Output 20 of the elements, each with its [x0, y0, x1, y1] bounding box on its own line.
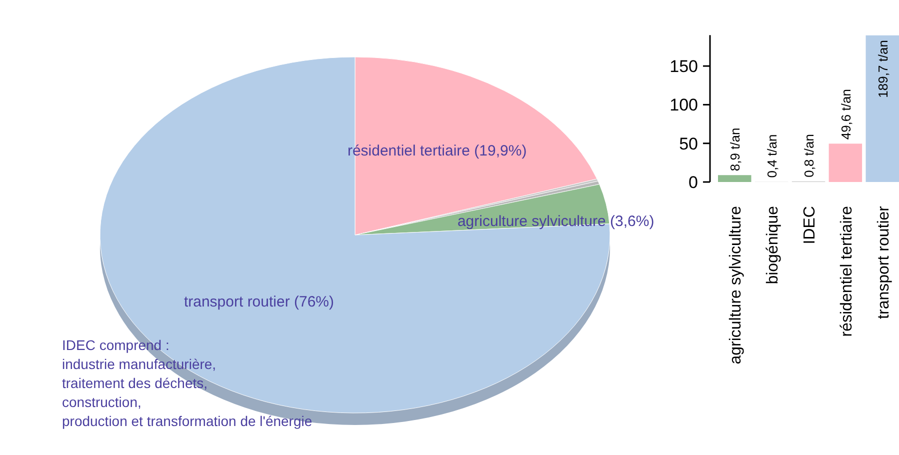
y-tick-label: 50 [679, 134, 698, 154]
y-tick-label: 0 [688, 173, 698, 192]
data-label: 189,7 t/an [875, 40, 890, 98]
x-tick-label: transport routier [875, 205, 892, 319]
x-tick-label: agriculture sylviculture [728, 206, 745, 364]
slice-label: résidentiel tertiaire (19,9%) [347, 142, 527, 160]
data-label: 0,4 t/an [764, 134, 780, 178]
bar [828, 144, 862, 182]
slice-label: transport routier (76%) [184, 293, 334, 310]
y-tick-label: 100 [670, 96, 698, 115]
y-tick-label: 150 [670, 57, 698, 76]
data-label: 0,8 t/an [802, 134, 816, 178]
data-label: 8,9 t/an [728, 128, 743, 172]
x-tick-label: résidentiel tertiaire [838, 206, 856, 337]
x-tick-label: IDEC [802, 206, 818, 244]
data-label: 49,6 t/an [838, 89, 854, 140]
text: IDEC comprend : industrie manufacturière, traitement des déchets, construction, production et transformation de l'énergie [62, 337, 312, 429]
x-tick-label: biogénique [764, 206, 782, 284]
bar [866, 35, 899, 182]
bar [718, 175, 752, 182]
